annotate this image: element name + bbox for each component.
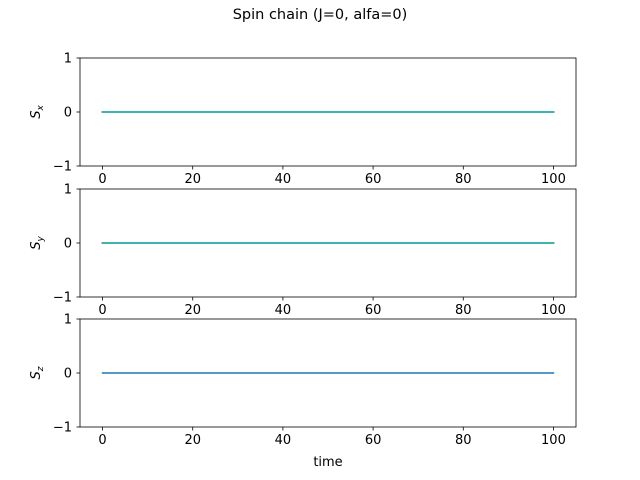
sz-y-tick-label: 1: [64, 313, 72, 328]
sy-y-label-main: S: [29, 242, 44, 250]
sz-x-tick-label: 40: [275, 433, 292, 448]
sx-y-tick-label: −1: [53, 160, 72, 175]
sy-y-label-subscript: y: [36, 236, 46, 243]
sy-x-tick-label: 0: [98, 303, 106, 318]
x-axis-label: time: [313, 455, 342, 470]
sz-y-tick-label: −1: [53, 421, 72, 436]
axes-sx: 0 20 40 60 80 100 −1 0 1 Sx: [29, 52, 577, 187]
axes-sz: 0 20 40 60 80 100 −1 0 1 Sz time: [29, 313, 577, 470]
sx-x-tick-label: 80: [455, 172, 472, 187]
sy-x-tick-label: 100: [541, 303, 566, 318]
sz-y-label-subscript: z: [36, 366, 46, 372]
sx-x-tick-label: 0: [98, 172, 106, 187]
sx-y-tick-label: 0: [64, 106, 72, 121]
sz-x-tick-label: 80: [455, 433, 472, 448]
sx-y-axis-label: Sx: [29, 105, 46, 119]
sx-y-label-subscript: x: [36, 105, 46, 112]
sx-y-label-main: S: [29, 111, 44, 119]
sx-x-tick-label: 40: [275, 172, 292, 187]
sx-x-tick-label: 60: [365, 172, 382, 187]
figure-title: Spin chain (J=0, alfa=0): [232, 7, 408, 23]
sy-x-tick-label: 80: [455, 303, 472, 318]
sx-y-tick-label: 1: [64, 52, 72, 67]
sy-x-tick-label: 40: [275, 303, 292, 318]
sz-y-label-main: S: [29, 371, 44, 379]
sx-x-tick-label: 20: [184, 172, 201, 187]
sy-y-tick-label: 1: [64, 183, 72, 198]
axes-sy: 0 20 40 60 80 100 −1 0 1 Sy: [29, 183, 577, 318]
sz-y-tick-label: 0: [64, 367, 72, 382]
sy-y-tick-label: 0: [64, 237, 72, 252]
sy-y-tick-label: −1: [53, 291, 72, 306]
sx-x-tick-label: 100: [541, 172, 566, 187]
sz-x-tick-label: 20: [184, 433, 201, 448]
sz-x-tick-label: 0: [98, 433, 106, 448]
sy-x-tick-label: 20: [184, 303, 201, 318]
sz-x-tick-label: 100: [541, 433, 566, 448]
sz-x-tick-label: 60: [365, 433, 382, 448]
sy-y-axis-label: Sy: [29, 236, 46, 250]
sy-x-tick-label: 60: [365, 303, 382, 318]
sz-y-axis-label: Sz: [29, 366, 46, 379]
